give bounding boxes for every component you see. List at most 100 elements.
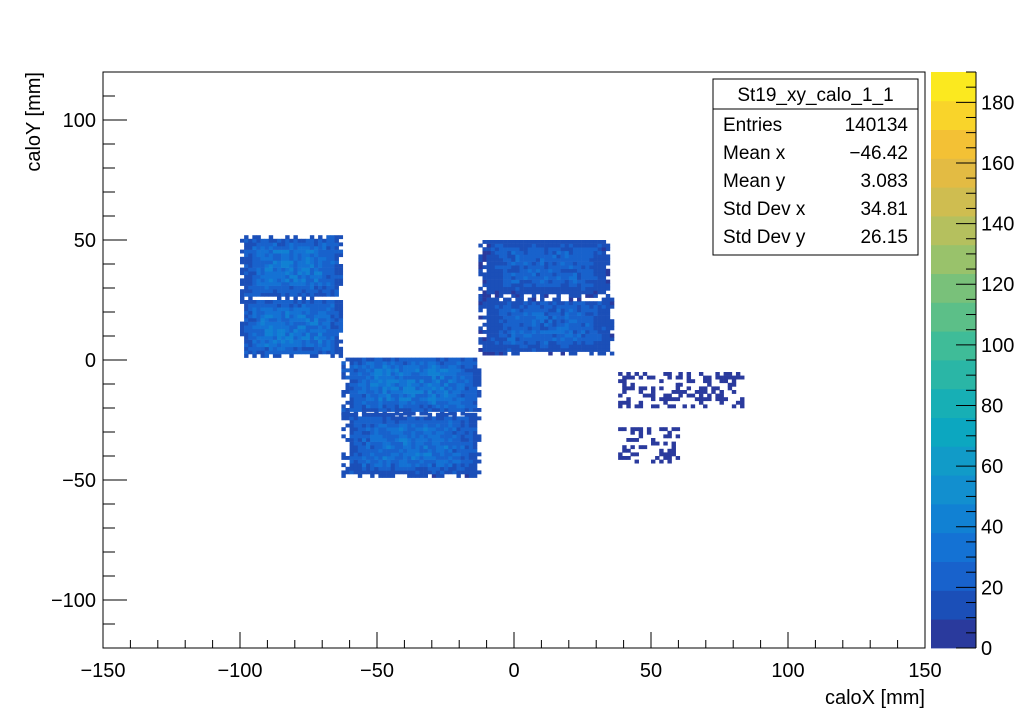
heatmap-cell (322, 274, 327, 279)
heatmap-cell (318, 336, 323, 340)
heatmap-cell (659, 379, 664, 384)
heatmap-cell (482, 279, 487, 284)
heatmap-cell (390, 448, 396, 453)
heatmap-cell (370, 408, 375, 412)
heatmap-cell (276, 314, 282, 319)
heatmap-cell (468, 386, 474, 391)
heatmap-cell (472, 474, 478, 478)
heatmap-cell (519, 240, 524, 244)
heatmap-cell (490, 301, 496, 306)
heatmap-cell (456, 400, 461, 405)
heatmap-cell (597, 286, 602, 291)
heatmap-cell (394, 448, 400, 453)
heatmap-cell (289, 300, 294, 304)
heatmap-cell (440, 386, 445, 391)
heatmap-cell (544, 312, 549, 316)
heatmap-cell (448, 404, 453, 409)
heatmap-cell (527, 333, 533, 338)
heatmap-cell (589, 272, 594, 277)
heatmap-cell (313, 242, 319, 247)
heatmap-cell (415, 452, 420, 457)
heatmap-cell (464, 423, 470, 428)
heatmap-cell (361, 456, 367, 460)
heatmap-cell (511, 286, 516, 291)
heatmap-cell (378, 430, 383, 435)
heatmap-cell (548, 258, 553, 262)
heatmap-cell (386, 386, 391, 391)
heatmap-cell (366, 441, 371, 446)
heatmap-cell (601, 272, 607, 277)
heatmap-cell (577, 326, 582, 331)
heatmap-cell (272, 282, 278, 286)
heatmap-cell (382, 441, 387, 446)
heatmap-cell (326, 350, 331, 355)
heatmap-cell (552, 348, 557, 352)
heatmap-cell (460, 408, 465, 412)
heatmap-cell (338, 282, 344, 286)
heatmap-cell (394, 463, 400, 468)
heatmap-cell (448, 416, 453, 421)
heatmap-cell (353, 364, 359, 369)
heatmap-cell (560, 340, 565, 345)
heatmap-cell (435, 400, 441, 405)
heatmap-cell (415, 372, 420, 376)
heatmap-cell (301, 267, 307, 272)
heatmap-cell (313, 310, 319, 315)
heatmap-cell (272, 339, 278, 344)
heatmap-cell (293, 300, 298, 304)
heatmap-cell (330, 256, 335, 261)
heatmap-cell (601, 268, 607, 273)
heatmap-cell (523, 250, 528, 255)
heatmap-cell (540, 304, 545, 309)
heatmap-cell (564, 265, 570, 270)
heatmap-cell (548, 247, 553, 252)
heatmap-cell (593, 330, 598, 334)
heatmap-cell (427, 375, 433, 380)
heatmap-cell (411, 357, 416, 362)
heatmap-cell (301, 346, 307, 351)
heatmap-cell (723, 375, 729, 380)
heatmap-cell (490, 312, 496, 316)
heatmap-cell (577, 308, 582, 313)
heatmap-cell (361, 441, 367, 446)
heatmap-cell (378, 361, 383, 366)
heatmap-cell (572, 279, 578, 284)
heatmap-cell (663, 441, 668, 446)
heatmap-cell (272, 318, 278, 322)
heatmap-cell (593, 261, 598, 266)
heatmap-cell (472, 448, 478, 453)
heatmap-cell (297, 260, 302, 265)
heatmap-cell (597, 243, 602, 248)
heatmap-cell (326, 235, 331, 240)
heatmap-cell (341, 474, 346, 478)
heatmap-cell (334, 242, 339, 247)
heatmap-cell (519, 340, 524, 345)
heatmap-cell (240, 249, 245, 254)
heatmap-cell (503, 290, 508, 295)
heatmap-cell (361, 445, 367, 450)
heatmap-cell (338, 321, 344, 326)
heatmap-cell (564, 258, 570, 262)
heatmap-cell (515, 258, 520, 262)
heatmap-cell (431, 438, 437, 442)
heatmap-cell (281, 274, 286, 279)
heatmap-cell (605, 272, 611, 277)
heatmap-cell (507, 254, 512, 259)
heatmap-cell (494, 283, 500, 288)
heatmap-cell (444, 456, 449, 460)
heatmap-cell (301, 321, 307, 326)
heatmap-cell (293, 282, 298, 286)
heatmap-cell (374, 448, 379, 453)
heatmap-cell (605, 330, 611, 334)
heatmap-cell (334, 274, 339, 279)
heatmap-cell (403, 434, 408, 439)
heatmap-cell (289, 318, 294, 322)
heatmap-cell (589, 337, 594, 342)
heatmap-cell (305, 282, 311, 286)
heatmap-cell (577, 283, 582, 288)
heatmap-cell (268, 300, 274, 304)
heatmap-cell (419, 427, 424, 432)
heatmap-cell (503, 301, 508, 306)
heatmap-cell (593, 258, 598, 262)
heatmap-cell (272, 300, 278, 304)
